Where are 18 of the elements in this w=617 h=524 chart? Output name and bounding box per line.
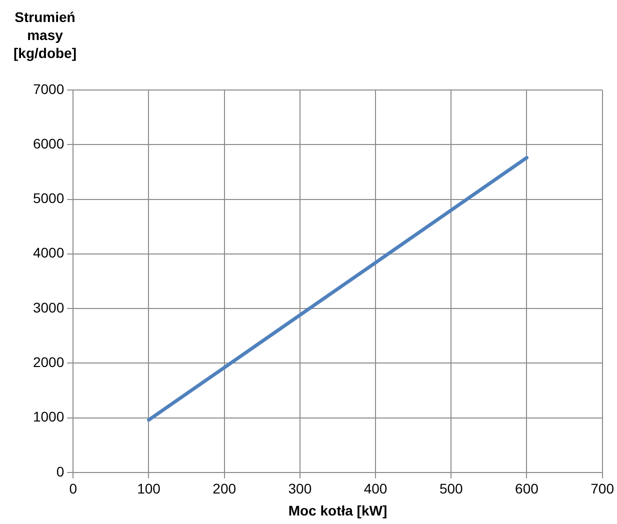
y-tick-label: 5000 <box>32 190 64 206</box>
x-tick-label: 200 <box>212 480 236 497</box>
y-tick-label: 3000 <box>32 299 64 316</box>
x-tick-label: 400 <box>364 480 388 497</box>
x-tick-label: 0 <box>69 480 78 497</box>
y-tick-label: 2000 <box>32 354 64 370</box>
x-tick-label: 600 <box>515 480 539 497</box>
x-tick-label: 300 <box>288 480 312 497</box>
x-tick-label: 500 <box>439 480 464 497</box>
y-tick-label: 4000 <box>32 244 64 261</box>
x-tick-label: 100 <box>137 480 161 497</box>
x-tick-label: 700 <box>590 480 614 497</box>
y-tick-label: 1000 <box>32 408 64 425</box>
y-axis-title: Strumień masy [kg/dobe] <box>12 8 78 62</box>
y-tick-label: 7000 <box>32 80 64 97</box>
y-tick-label: 0 <box>56 463 64 480</box>
x-axis-title: Moc kotła [kW] <box>288 502 388 518</box>
y-tick-label: 6000 <box>32 135 64 152</box>
